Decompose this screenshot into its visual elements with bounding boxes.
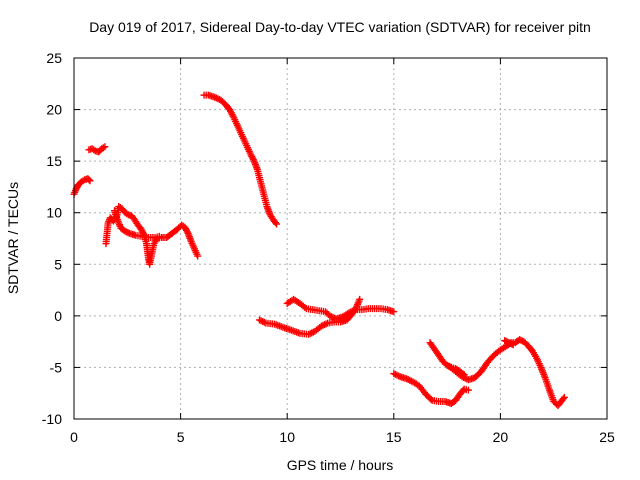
data-point	[101, 143, 109, 151]
data-point	[322, 320, 330, 328]
data-point	[247, 151, 255, 159]
data-point	[273, 220, 281, 228]
data-point	[248, 153, 256, 161]
data-point	[305, 330, 313, 338]
data-point	[182, 225, 190, 233]
y-tick-label: -10	[42, 411, 62, 427]
data-point	[395, 372, 403, 380]
data-point	[301, 303, 309, 311]
data-point	[560, 393, 568, 401]
data-point	[406, 376, 414, 384]
data-point	[391, 370, 399, 378]
series-arc5	[200, 91, 281, 228]
x-tick-label: 5	[177, 429, 185, 445]
series-arc2	[85, 143, 109, 156]
data-point	[317, 322, 325, 330]
data-point	[509, 341, 517, 349]
data-point	[427, 395, 435, 403]
series-arc4	[111, 207, 163, 241]
y-tick-label: 5	[54, 256, 62, 272]
data-point	[181, 223, 189, 231]
data-point	[86, 177, 94, 185]
data-point	[79, 177, 87, 185]
data-point	[260, 318, 268, 326]
x-tick-label: 25	[599, 429, 615, 445]
data-point	[390, 308, 398, 316]
data-point	[321, 321, 329, 329]
data-point	[85, 176, 93, 184]
series-arc7	[283, 295, 398, 323]
y-tick-label: 25	[46, 50, 62, 66]
data-point	[308, 329, 316, 337]
data-point	[327, 313, 335, 321]
data-point	[249, 156, 257, 164]
data-point	[183, 228, 191, 236]
series-arc8	[390, 370, 472, 408]
series-arc10	[445, 336, 568, 410]
y-tick-label: -5	[50, 359, 63, 375]
plot-frame	[73, 57, 608, 420]
data-point	[90, 146, 98, 154]
x-tick-label: 15	[386, 429, 402, 445]
data-point	[329, 313, 337, 321]
data-point	[403, 375, 411, 383]
data-point	[255, 316, 263, 324]
data-point	[137, 225, 145, 233]
data-point	[404, 376, 412, 384]
data-point	[257, 317, 265, 325]
data-point	[464, 386, 472, 394]
data-point	[393, 371, 401, 379]
y-tick-label: 15	[46, 153, 62, 169]
data-point	[345, 309, 353, 317]
data-point	[356, 295, 364, 303]
x-tick-label: 20	[493, 429, 509, 445]
data-point	[319, 321, 327, 329]
chart-title: Day 019 of 2017, Sidereal Day-to-day VTE…	[89, 19, 591, 35]
data-point	[99, 144, 107, 152]
data-point	[214, 95, 222, 103]
data-point	[390, 370, 398, 378]
series-arc1	[70, 175, 94, 198]
data-point	[123, 210, 131, 218]
y-axis-title: SDTVAR / TECUs	[5, 182, 21, 294]
data-point	[460, 373, 468, 381]
data-point	[155, 232, 163, 240]
data-point	[306, 330, 314, 338]
x-tick-label: 10	[279, 429, 295, 445]
y-tick-label: 20	[46, 102, 62, 118]
data-point	[212, 94, 220, 102]
data-point	[182, 226, 190, 234]
data-point	[559, 395, 567, 403]
y-tick-label: 10	[46, 205, 62, 221]
data-point	[347, 308, 355, 316]
y-tick-label: 0	[54, 308, 62, 324]
series-arc11	[501, 337, 517, 349]
data-point	[271, 219, 279, 227]
data-point	[458, 373, 466, 381]
data-points	[70, 91, 568, 410]
data-point	[350, 306, 358, 314]
x-axis-title: GPS time / hours	[287, 457, 394, 473]
data-point	[249, 154, 257, 162]
data-point	[326, 312, 334, 320]
data-point	[259, 318, 267, 326]
data-point	[211, 93, 219, 101]
data-point	[461, 374, 469, 382]
data-point	[194, 252, 202, 260]
x-tick-label: 0	[70, 429, 78, 445]
data-point	[348, 307, 356, 315]
tick-labels: 0 5 10 15 20 25 -10 -5 0 5 10 15 20 25	[42, 50, 615, 445]
